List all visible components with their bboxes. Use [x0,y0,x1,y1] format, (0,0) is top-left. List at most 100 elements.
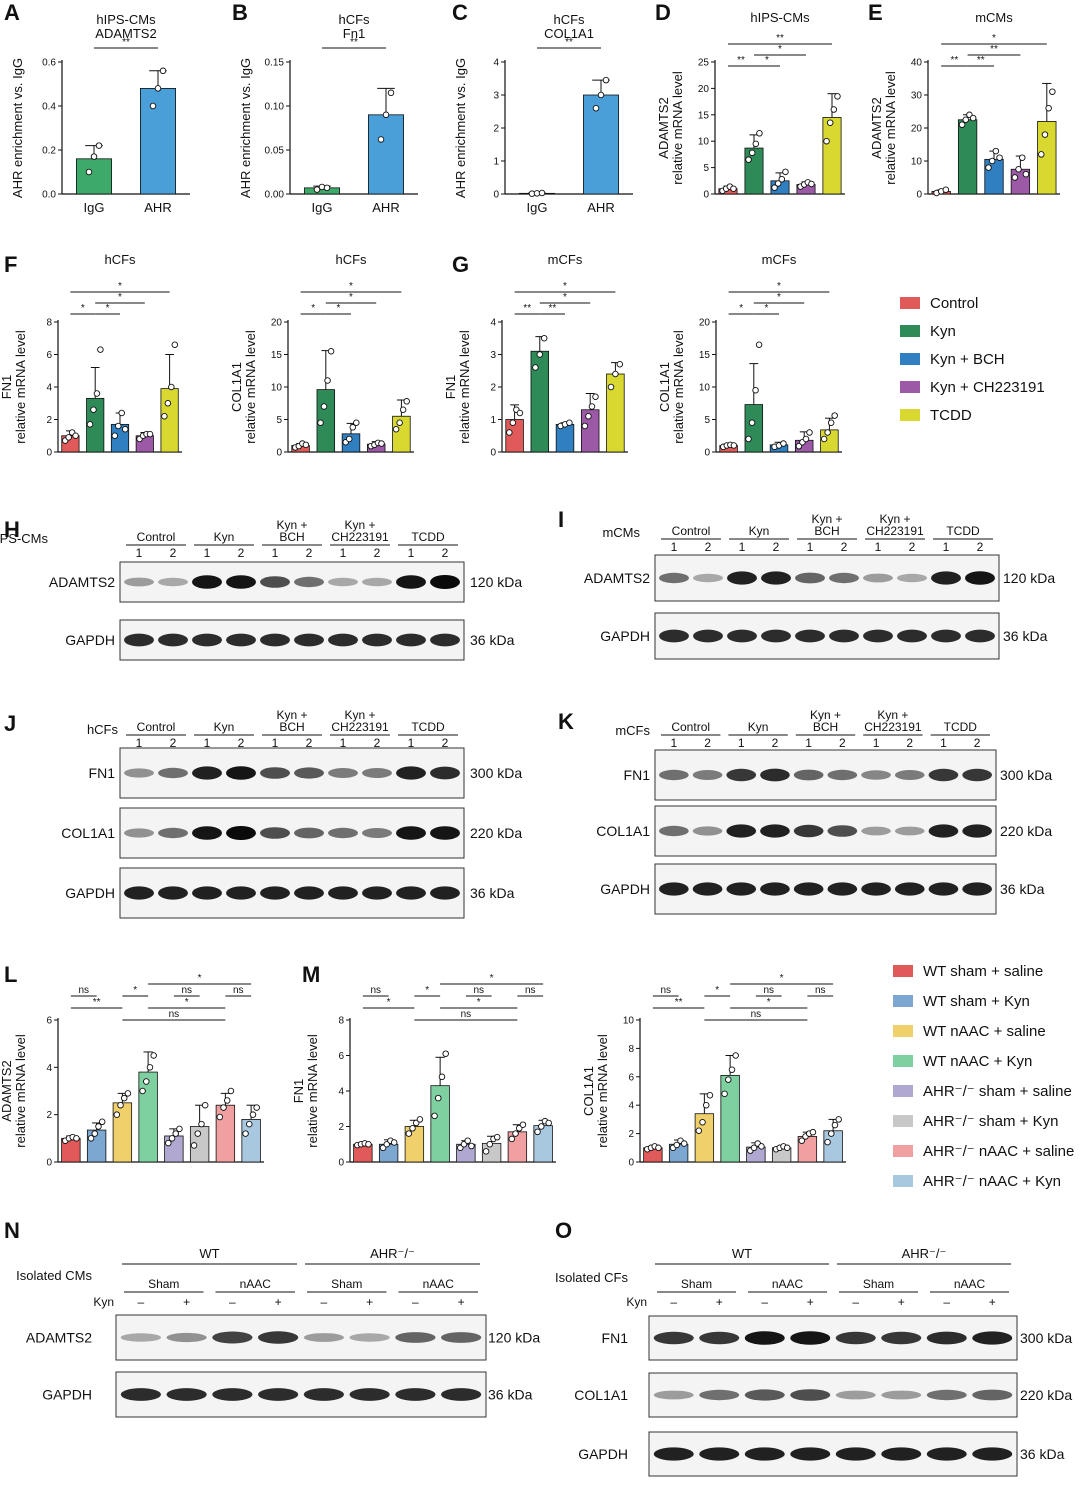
blot-band [897,629,927,643]
blot-band [835,1331,876,1345]
data-point [139,1087,146,1095]
blot-band [692,882,723,896]
sig-label: ns [660,985,671,996]
data-point [317,419,324,427]
blot-band [761,629,791,643]
blot-protein-label: FN1 [624,767,651,783]
blot-group-label: Control [672,524,711,538]
blot-band [972,1331,1013,1345]
legend-label: AHR⁻/⁻ sham + saline [923,1083,1072,1100]
y-tick-label: 2 [46,1110,52,1121]
panel-label-B: B [232,0,248,25]
data-point [534,1128,541,1136]
blot-lane-label: 2 [773,540,780,554]
sig-label: * [336,303,340,314]
x-tick-label: AHR [587,200,614,215]
blot-genotype-label: AHR⁻/⁻ [902,1246,947,1261]
y-tick-label: 20 [911,124,923,135]
data-point [834,93,841,100]
legend-swatch [900,297,920,309]
data-point [327,348,335,355]
blot-band [349,1333,390,1342]
blot-group-label: BCH [279,720,304,734]
blot-cell-label: hIPS-CMs [0,531,48,546]
blot-treatment-mark: + [807,1295,814,1309]
blot-protein-label: COL1A1 [574,1387,628,1403]
blot-lane-label: 2 [977,540,984,554]
sig-label: * [777,292,781,303]
data-point [680,1140,688,1147]
data-point [382,111,390,119]
data-point [581,422,589,430]
sig-label: ns [78,985,89,996]
data-point [750,1144,758,1152]
y-axis-label: relative mRNA level [13,1034,28,1148]
bar [367,114,404,195]
blot-group-label: BCH [813,720,838,734]
y-axis-label: AHR enrichment vs. IgG [10,58,25,198]
data-point [616,361,624,368]
blot-band [827,825,858,837]
data-point [405,1130,413,1137]
y-axis-label: relative mRNA level [670,71,685,185]
chart-title: hCFs [335,252,367,267]
data-point [198,1120,205,1128]
blot-band [659,629,689,643]
blot-band [861,826,891,836]
blot-band [396,826,426,840]
blot-kda-label: 120 kDa [488,1330,540,1346]
y-axis-label: relative mRNA level [243,330,258,444]
blot-band [744,1389,785,1401]
data-point [171,341,179,349]
blot-kda-label: 300 kDa [470,765,522,781]
blot-band [120,1388,162,1401]
blot-group-label: Kyn + [344,708,375,722]
sig-label: * [563,281,567,292]
data-point [403,398,410,405]
y-tick-label: 0.2 [42,146,56,157]
blot-treatment-mark: – [138,1295,145,1309]
data-point [85,168,93,176]
legend-genotypes: WT sham + saline WT sham + Kyn WT nAAC + s… [893,963,1074,1190]
y-tick-label: 0.4 [42,102,56,113]
y-tick-label: 4 [46,383,52,394]
data-point [168,383,175,391]
blot-lane-label: 2 [374,546,381,560]
blot-band [294,633,324,647]
data-point [227,1087,235,1095]
blot-lane-label: 2 [306,546,313,560]
blot-protein-label: GAPDH [600,881,650,897]
y-tick-label: 15 [698,110,710,121]
y-axis-label: relative mRNA level [671,330,686,444]
data-point [673,1141,681,1149]
sig-label: * [185,997,189,1008]
sig-label: * [106,303,110,314]
legend-label: WT nAAC + Kyn [923,1053,1032,1070]
blot-band [928,882,959,896]
sig-label: ns [233,985,244,996]
blot-band [166,1332,207,1343]
blot-lane-label: 2 [974,736,981,750]
blot-band [928,824,959,838]
blot-treatment-mark: + [458,1295,465,1309]
sig-label: * [490,973,494,984]
data-point [323,184,331,192]
blot-lane-label: 1 [875,540,882,554]
blot-genotype-label: WT [732,1246,752,1261]
blot-lane-label: 1 [204,546,211,560]
legend-swatch [893,1025,913,1037]
data-point [808,180,815,188]
data-point [118,409,125,417]
blot-band [328,827,358,839]
blot-lane-label: 1 [340,546,347,560]
blot-group-label: CH223191 [331,720,389,734]
data-point [1049,88,1056,95]
blot-band [430,575,460,589]
blot-lane-label: 1 [805,736,812,750]
panel-label-C: C [452,0,468,25]
blot-band [328,886,358,900]
y-tick-label: 0.6 [42,58,56,69]
